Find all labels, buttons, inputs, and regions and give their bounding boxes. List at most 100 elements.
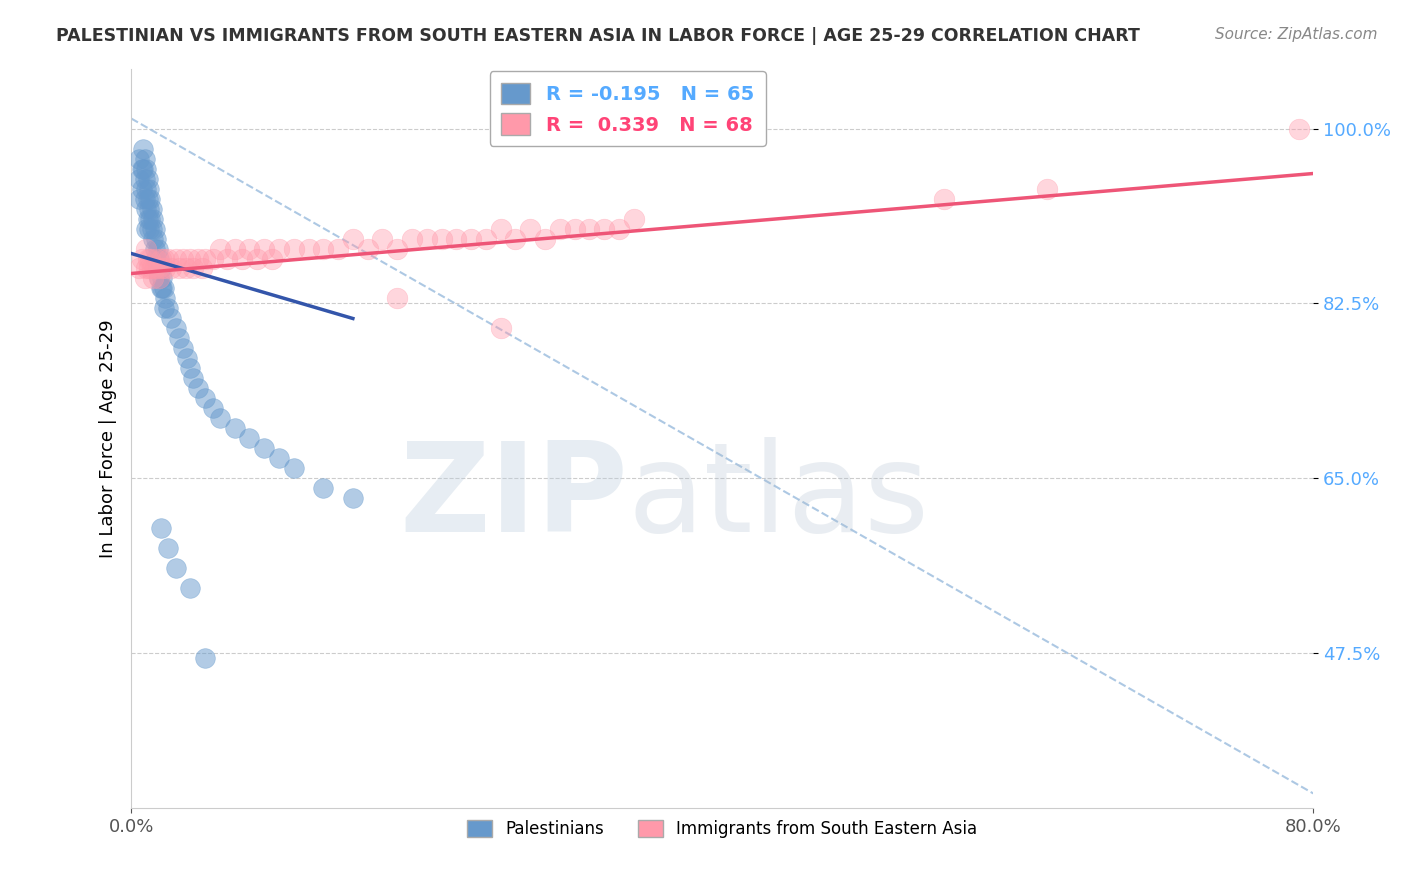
Point [132,141,155,155]
Point [181,371,204,385]
Point [165,561,187,575]
Point [149,261,172,276]
Point [141,221,163,235]
Point [157,301,180,316]
Point [246,252,269,266]
Point [135,261,157,276]
Point [134,192,156,206]
Point [138,261,160,276]
Point [141,261,163,276]
Text: ZIP: ZIP [399,437,627,558]
Point [157,252,180,266]
Point [194,392,217,406]
Legend: Palestinians, Immigrants from South Eastern Asia: Palestinians, Immigrants from South East… [461,813,984,845]
Point [534,231,557,245]
Point [489,321,512,335]
Point [179,582,201,596]
Point [136,192,159,206]
Point [238,242,260,256]
Point [139,211,162,226]
Point [152,301,174,316]
Point [194,252,217,266]
Point [148,271,170,285]
Point [150,271,173,285]
Point [146,242,169,256]
Point [135,161,157,176]
Point [519,221,541,235]
Point [253,442,276,456]
Text: atlas: atlas [627,437,929,558]
Point [145,231,167,245]
Point [155,292,177,306]
Point [152,281,174,295]
Point [416,231,439,245]
Point [135,181,157,195]
Point [132,161,155,176]
Point [187,252,209,266]
Point [138,221,160,235]
Point [152,252,174,266]
Point [194,651,217,665]
Point [231,252,253,266]
Point [139,252,162,266]
Point [342,491,364,506]
Point [136,211,159,226]
Point [401,231,423,245]
Point [160,311,183,326]
Point [387,292,409,306]
Point [134,171,156,186]
Point [548,221,571,235]
Point [283,242,305,256]
Point [356,242,378,256]
Text: Source: ZipAtlas.com: Source: ZipAtlas.com [1215,27,1378,42]
Point [179,361,201,376]
Point [224,242,246,256]
Point [134,152,156,166]
Point [150,261,173,276]
Point [128,152,150,166]
Point [141,202,163,216]
Point [149,252,172,266]
Point [201,401,224,416]
Point [131,161,153,176]
Point [148,271,170,285]
Point [128,261,150,276]
Point [165,321,187,335]
Point [150,281,173,295]
Point [135,242,157,256]
Point [176,351,198,366]
Point [260,252,283,266]
Point [312,482,335,496]
Point [312,242,335,256]
Point [135,221,157,235]
Point [143,242,166,256]
Point [138,202,160,216]
Point [208,242,231,256]
Point [146,261,169,276]
Point [267,242,290,256]
Point [174,261,197,276]
Point [148,252,170,266]
Point [297,242,319,256]
Point [489,221,512,235]
Point [142,231,165,245]
Point [167,331,190,345]
Point [623,211,645,226]
Point [165,252,187,266]
Point [267,451,290,466]
Point [932,192,955,206]
Point [607,221,630,235]
Point [167,261,190,276]
Point [475,231,498,245]
Point [593,221,616,235]
Point [371,231,394,245]
Point [217,252,239,266]
Point [138,181,160,195]
Point [238,432,260,446]
Point [145,252,167,266]
Point [181,261,204,276]
Point [446,231,468,245]
Point [253,242,276,256]
Point [143,221,166,235]
Point [208,411,231,425]
